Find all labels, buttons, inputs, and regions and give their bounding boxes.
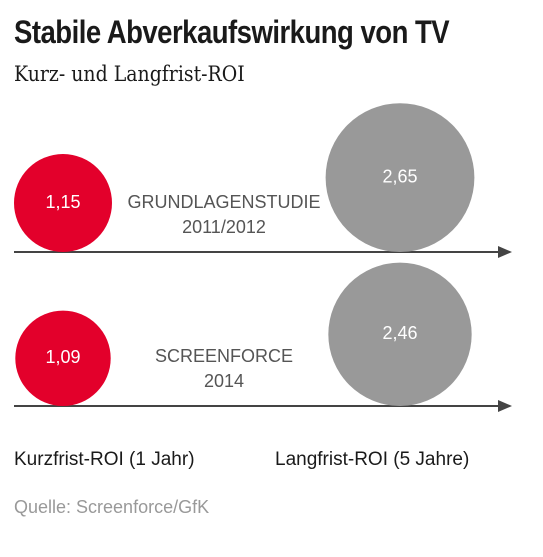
long-term-bubble [328,262,472,406]
short-term-bubble [15,310,111,406]
short-term-column-label: Kurzfrist-ROI (1 Jahr) [14,449,195,470]
long-term-bubble [325,103,475,252]
study-label-line1: SCREENFORCE [155,346,293,366]
chart-title: Stabile Abverkaufswirkung von TV [14,14,450,50]
study-label-line2: 2014 [204,371,244,391]
study-label-line1: GRUNDLAGENSTUDIE [127,192,320,212]
short-term-value-label: 1,09 [45,347,80,367]
long-term-column-label: Langfrist-ROI (5 Jahre) [275,449,470,470]
long-term-value-label: 2,46 [382,323,417,343]
long-term-value-label: 2,65 [382,166,417,186]
study-label-line2: 2011/2012 [182,217,266,237]
axis-arrow-icon [498,400,512,412]
axis-arrow-icon [498,246,512,258]
source-note: Quelle: Screenforce/GfK [14,497,210,517]
short-term-bubble [14,154,112,252]
chart-subtitle: Kurz- und Langfrist-ROI [14,62,245,86]
short-term-value-label: 1,15 [45,192,80,212]
